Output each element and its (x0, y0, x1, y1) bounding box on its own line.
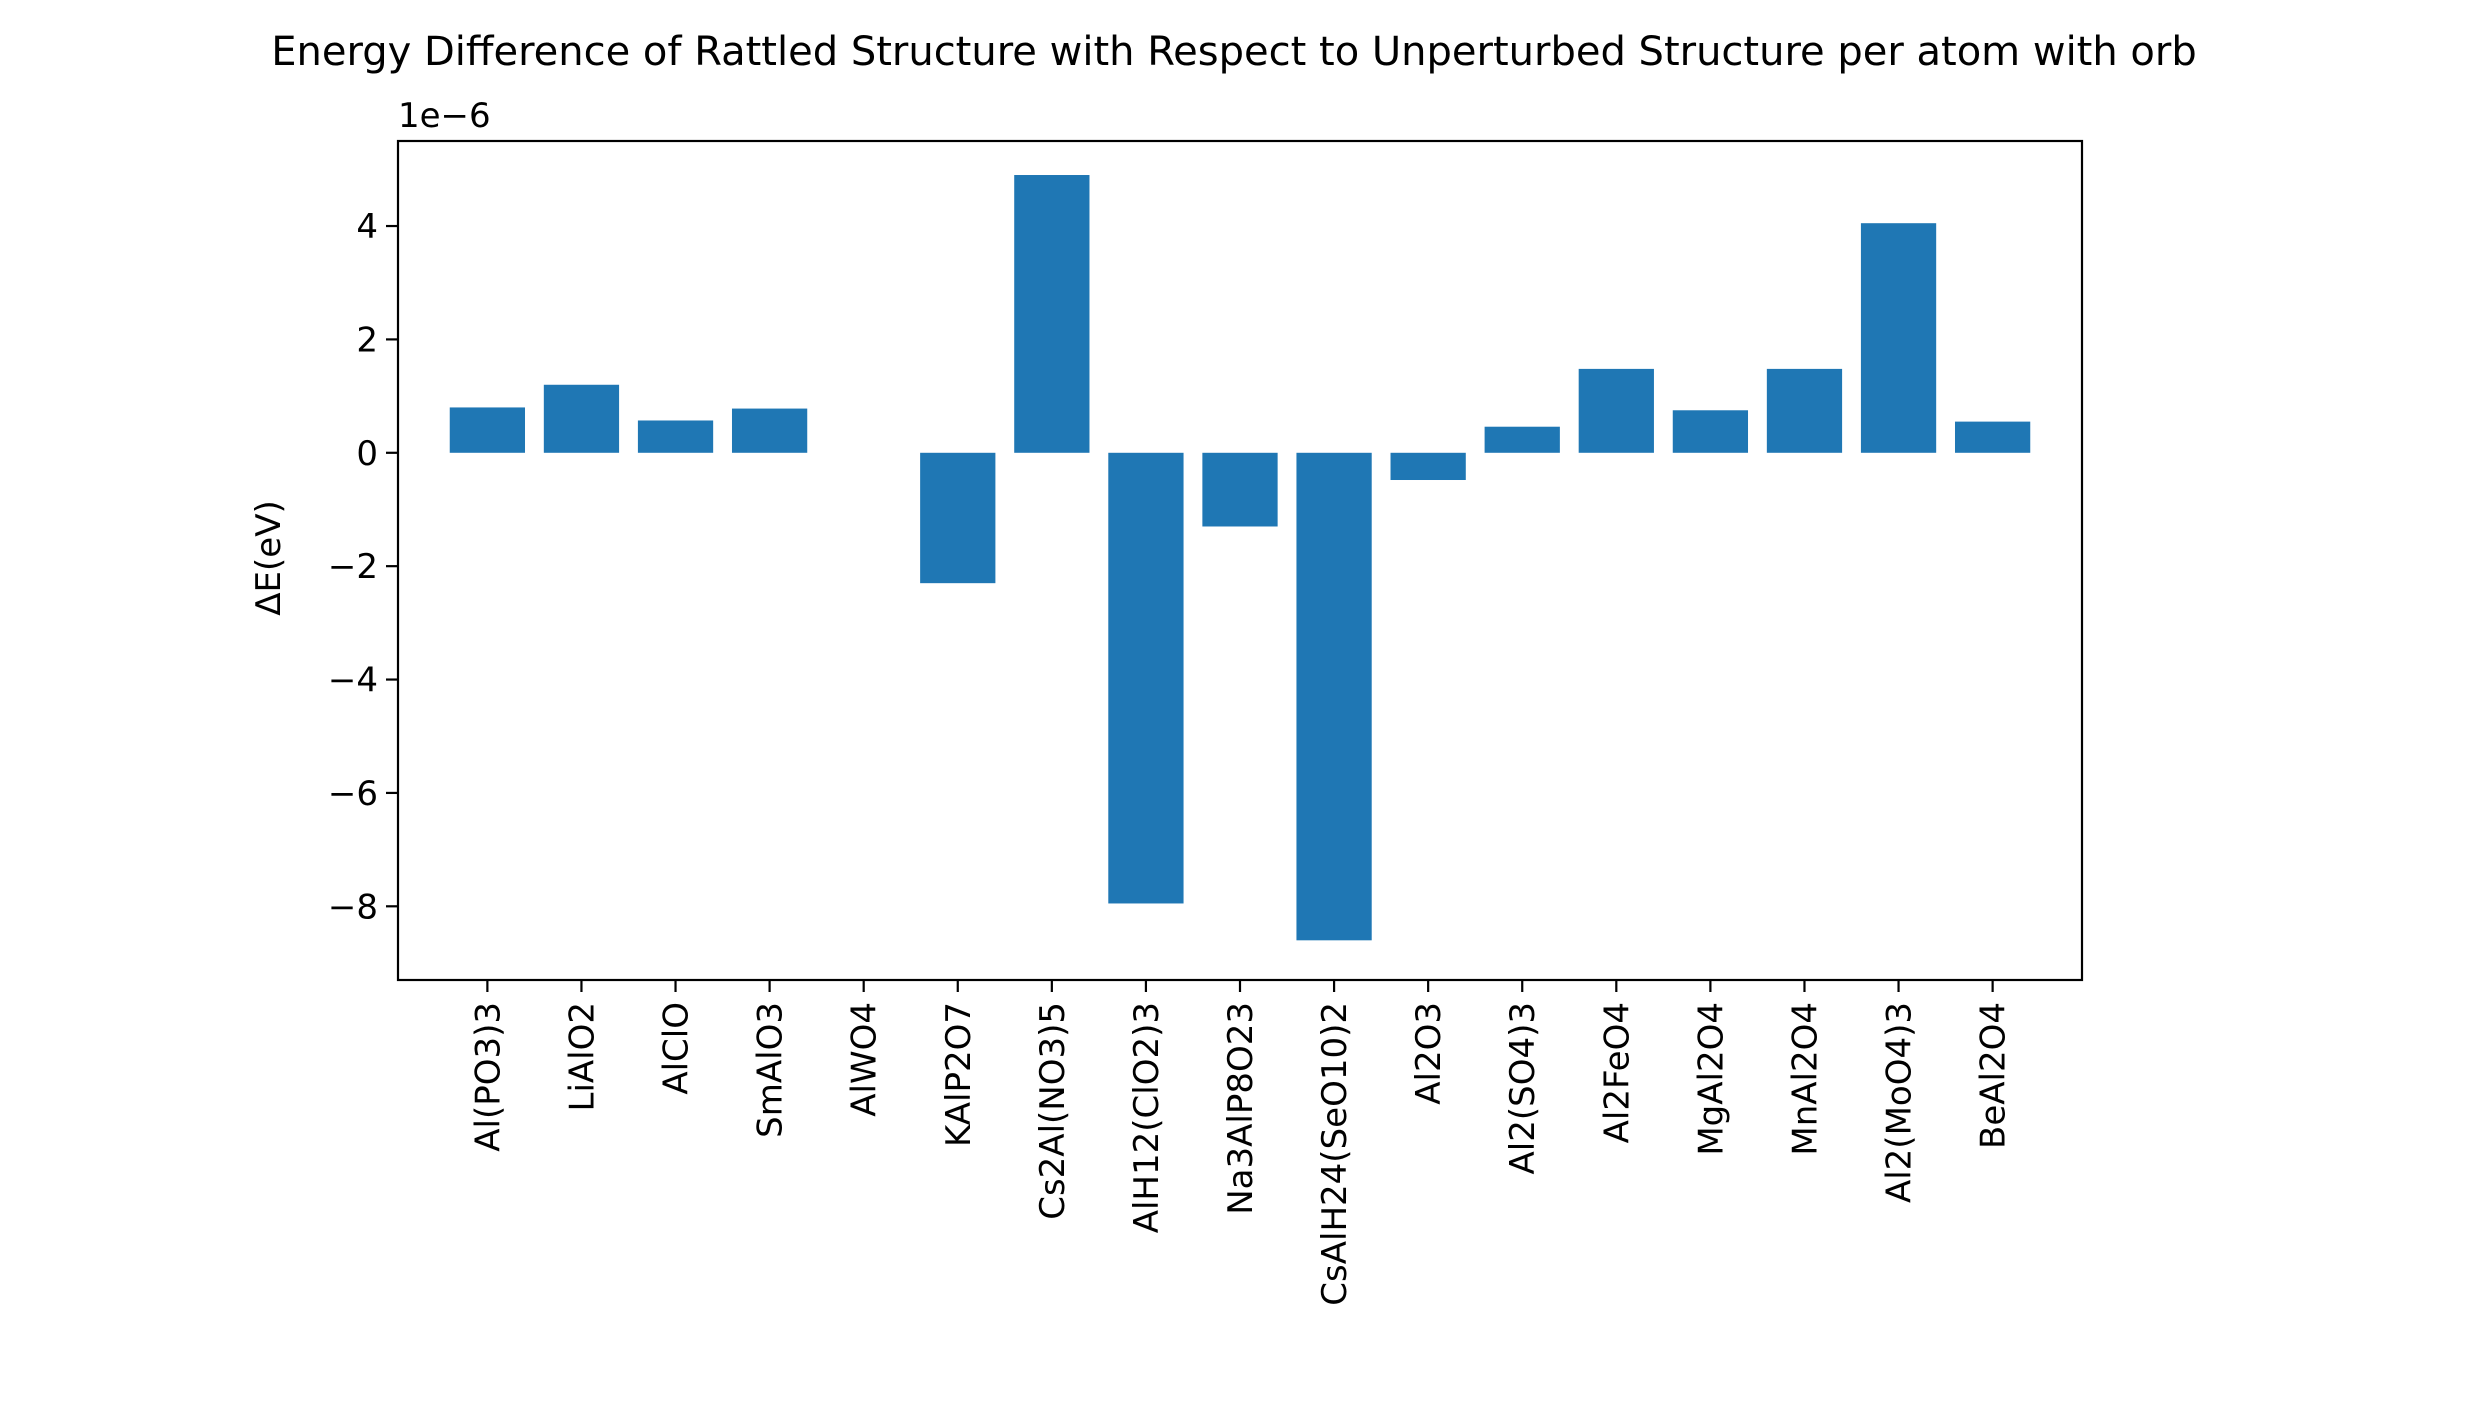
y-tick-label: 2 (356, 320, 378, 360)
y-tick-label: −6 (328, 774, 378, 814)
bar-Cs2Al(NO3)5 (1014, 175, 1090, 453)
bar-Al(PO3)3 (449, 407, 526, 453)
bar-KAlP2O7 (920, 452, 996, 584)
x-tick-label: AlClO (657, 1002, 697, 1095)
x-tick-label: LiAlO2 (562, 1002, 602, 1112)
x-tick-label: Cs2Al(NO3)5 (1033, 1002, 1073, 1220)
bar-Al2O3 (1390, 452, 1466, 481)
y-tick-label: −4 (328, 661, 378, 701)
x-tick-label: Na3AlP8O23 (1221, 1002, 1261, 1215)
bar-Al2FeO4 (1578, 368, 1654, 453)
bar-AlH12(ClO2)3 (1108, 452, 1184, 904)
x-tick-label: BeAl2O4 (1974, 1002, 2014, 1149)
bar-Al2(SO4)3 (1484, 426, 1560, 453)
x-tick-label: Al2O3 (1409, 1002, 1449, 1105)
y-tick-label: −8 (328, 887, 378, 927)
x-tick-label: Al2(MoO4)3 (1880, 1002, 1920, 1203)
y-axis-offset-text: 1e−6 (398, 96, 491, 136)
x-tick-label: Al2FeO4 (1597, 1002, 1637, 1143)
x-tick-label: Al(PO3)3 (468, 1002, 508, 1152)
x-tick-label: MnAl2O4 (1785, 1002, 1825, 1156)
bar-Al2(MoO4)3 (1860, 223, 1937, 453)
y-axis-ticks: −8 −6 −4 −2 0 2 4 (328, 207, 398, 927)
bar-BeAl2O4 (1954, 421, 2031, 453)
x-tick-label: MgAl2O4 (1691, 1002, 1731, 1156)
bar-MgAl2O4 (1672, 410, 1749, 453)
bar-AlClO (637, 420, 714, 453)
plot-frame (396, 139, 2084, 982)
chart-title: Energy Difference of Rattled Structure w… (271, 29, 2197, 75)
bar-SmAlO3 (731, 408, 808, 453)
x-tick-label: AlH12(ClO2)3 (1127, 1002, 1167, 1233)
y-axis-label: ΔE(eV) (249, 500, 289, 615)
y-tick-label: 0 (356, 434, 378, 474)
bars-group (449, 175, 2031, 941)
y-tick-label: 4 (356, 207, 378, 247)
x-tick-label: CsAlH24(SeO10)2 (1315, 1002, 1355, 1306)
bar-MnAl2O4 (1766, 368, 1843, 453)
x-tick-label: SmAlO3 (751, 1002, 791, 1138)
bar-LiAlO2 (543, 384, 620, 453)
x-tick-label: KAlP2O7 (939, 1002, 979, 1147)
x-axis-ticks: Al(PO3)3 LiAlO2 AlClO SmAlO3 AlWO4 KAlP2O7 Cs2… (468, 980, 2014, 1306)
x-tick-label: AlWO4 (845, 1002, 885, 1117)
bar-Na3AlP8O23 (1202, 452, 1278, 527)
x-tick-label: Al2(SO4)3 (1503, 1002, 1543, 1174)
y-tick-label: −2 (328, 547, 378, 587)
bar-CsAlH24(SeO10)2 (1296, 452, 1372, 941)
